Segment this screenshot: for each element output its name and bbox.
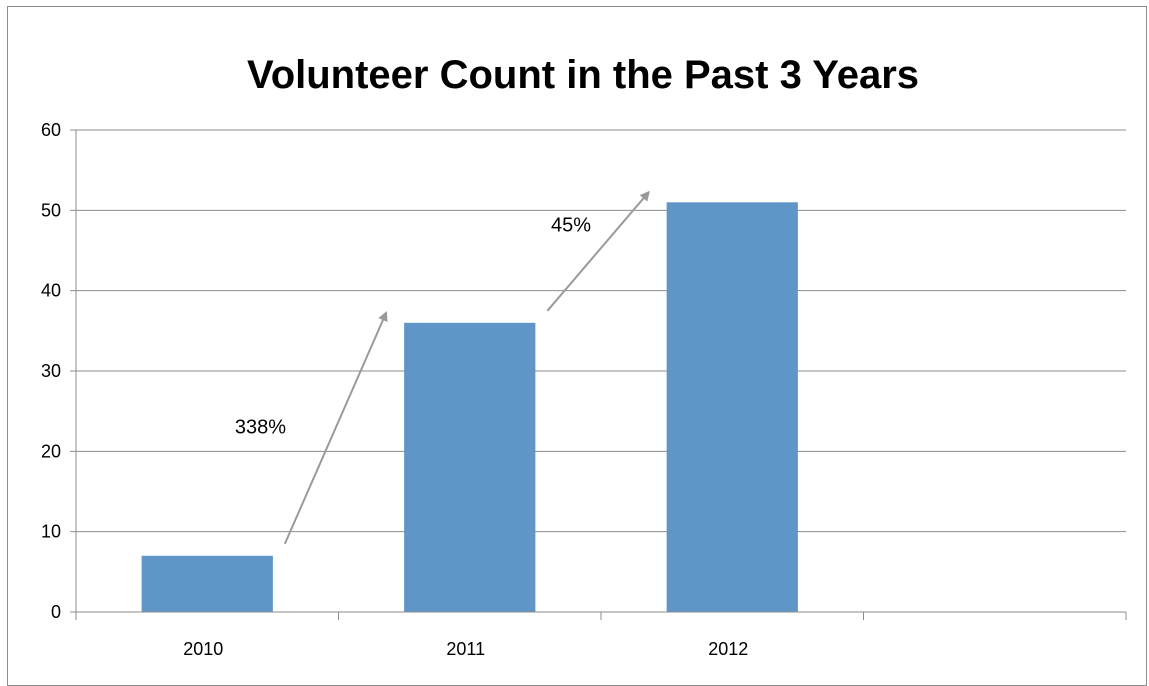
growth-arrow <box>283 310 388 545</box>
grid-lines <box>76 129 1126 533</box>
y-tick-label: 60 <box>41 120 61 140</box>
x-tick-label: 2012 <box>708 639 748 659</box>
growth-label: 338% <box>235 416 286 438</box>
bar-2011 <box>404 322 536 612</box>
growth-label: 45% <box>551 215 591 237</box>
axes: 0 10 20 30 40 50 60 2010 2011 2012 <box>41 120 1127 659</box>
y-tick-label: 30 <box>41 361 61 381</box>
y-tick-label: 20 <box>41 441 61 461</box>
bars <box>141 202 798 613</box>
bar-2010 <box>141 555 273 612</box>
chart-title: Volunteer Count in the Past 3 Years <box>247 53 919 97</box>
y-tick-label: 10 <box>41 522 61 542</box>
x-tick-label: 2010 <box>183 639 223 659</box>
y-tick-label: 40 <box>41 281 61 301</box>
y-tick-label: 50 <box>41 200 61 220</box>
y-tick-label: 0 <box>51 602 61 622</box>
annotations: 338% 45% <box>235 190 650 545</box>
bar-2012 <box>666 202 798 613</box>
growth-arrow <box>546 190 650 312</box>
x-tick-label: 2011 <box>446 639 485 659</box>
